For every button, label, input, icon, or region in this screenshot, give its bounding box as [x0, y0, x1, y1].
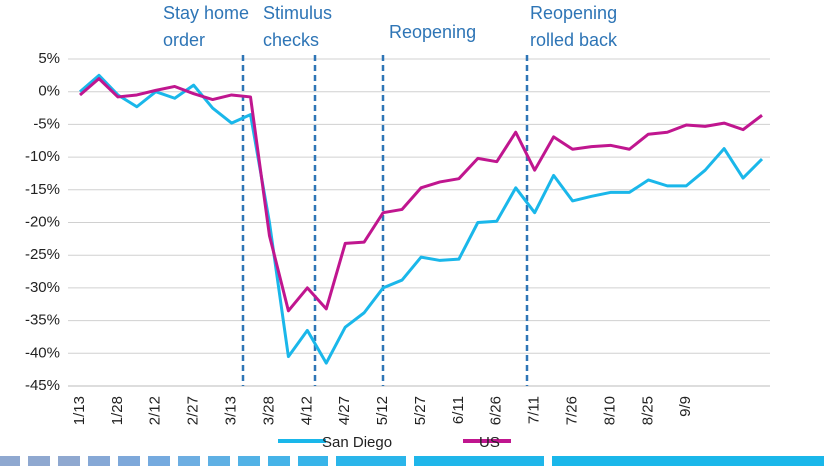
- x-tick-label: 1/28: [109, 396, 126, 425]
- x-tick-label: 8/10: [601, 396, 618, 425]
- x-tick-label: 4/27: [336, 396, 353, 425]
- x-tick-label: 2/27: [185, 396, 202, 425]
- annotation-text: checks: [263, 30, 319, 50]
- annotation-text: Stay home: [163, 3, 249, 23]
- y-tick-label: -35%: [25, 312, 60, 329]
- x-tick-label: 5/12: [374, 396, 391, 425]
- legend-label: San Diego: [322, 434, 392, 451]
- x-tick-label: 1/13: [71, 396, 88, 425]
- x-tick-label: 4/12: [298, 396, 315, 425]
- y-tick-label: -30%: [25, 279, 60, 296]
- y-tick-label: -15%: [25, 181, 60, 198]
- x-tick-label: 3/13: [223, 396, 240, 425]
- legend-label: US: [479, 434, 500, 451]
- annotation-text: Reopening: [389, 22, 476, 42]
- annotation-text: rolled back: [530, 30, 618, 50]
- annotation-text: Reopening: [530, 3, 617, 23]
- series-line: [79, 77, 763, 313]
- annotation-text: Stimulus: [263, 3, 332, 23]
- y-tick-label: -25%: [25, 246, 60, 263]
- x-tick-label: 3/28: [260, 396, 277, 425]
- x-tick-label: 6/26: [488, 396, 505, 425]
- x-tick-label: 8/25: [639, 396, 656, 425]
- series-line: [79, 73, 764, 365]
- annotation-text: order: [163, 30, 205, 50]
- y-tick-label: -40%: [25, 344, 60, 361]
- y-tick-label: -20%: [25, 213, 60, 230]
- x-tick-label: 2/12: [147, 396, 164, 425]
- x-tick-label: 7/11: [526, 396, 543, 424]
- y-tick-label: 0%: [38, 83, 60, 100]
- y-tick-label: -45%: [25, 377, 60, 394]
- x-tick-label: 9/9: [677, 396, 694, 417]
- x-tick-label: 7/26: [564, 396, 581, 425]
- x-tick-label: 5/27: [412, 396, 429, 425]
- x-tick-label: 6/11: [450, 396, 467, 424]
- y-tick-label: 5%: [38, 50, 60, 67]
- y-tick-label: -5%: [33, 115, 60, 132]
- y-tick-label: -10%: [25, 148, 60, 165]
- footer-band: [0, 456, 824, 466]
